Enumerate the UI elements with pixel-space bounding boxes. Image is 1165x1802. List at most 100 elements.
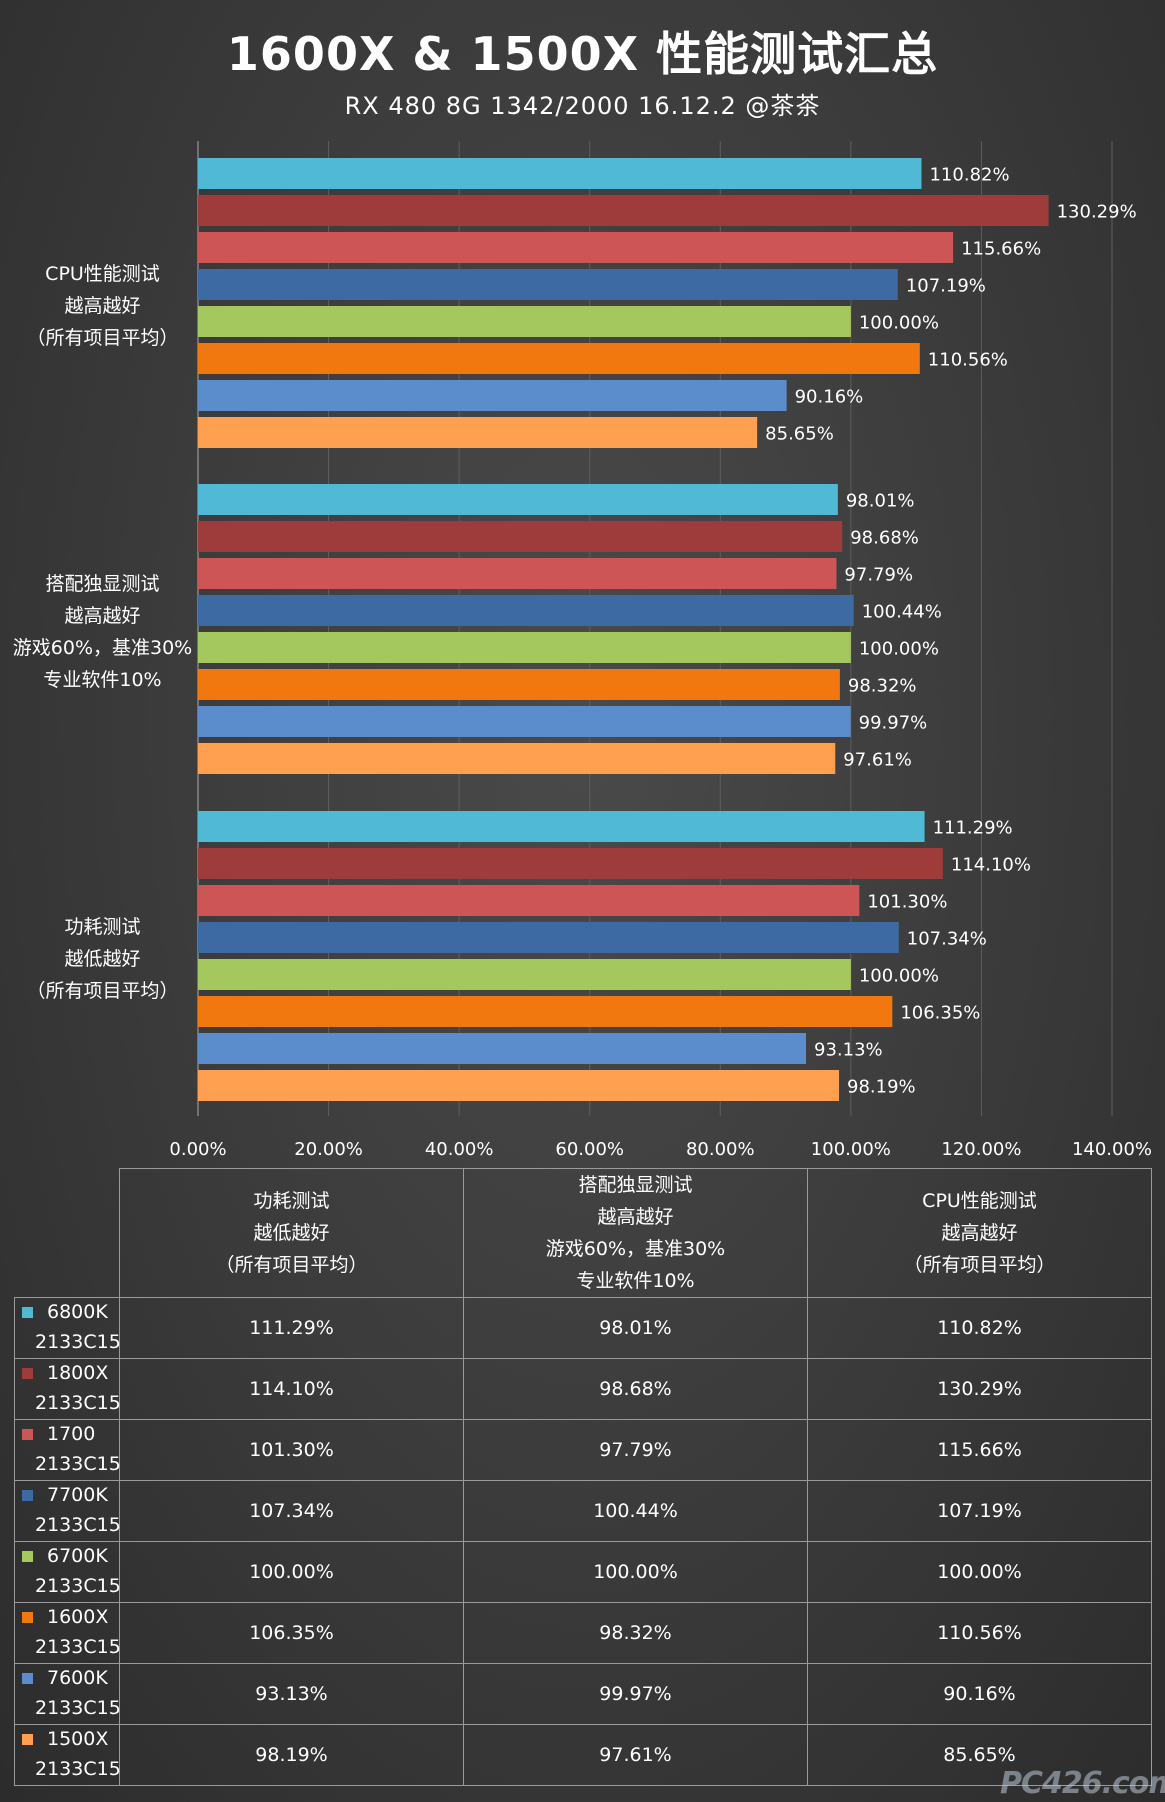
category-label-line: （所有项目平均） [26, 327, 179, 349]
bar [198, 706, 851, 737]
table-cell: 97.61% [463, 1724, 808, 1786]
bar [198, 848, 943, 879]
table-cell: 110.82% [807, 1297, 1152, 1359]
data-label: 97.61% [843, 750, 912, 771]
column-header-line: 专业软件10% [576, 1270, 695, 1292]
row-name: 6800K [47, 1301, 108, 1323]
data-label: 100.00% [859, 639, 939, 660]
data-label: 85.65% [765, 424, 834, 445]
row-name: 7700K [47, 1484, 108, 1506]
row-name: 1700 [47, 1423, 96, 1445]
table-cell: 98.01% [463, 1297, 808, 1359]
column-header-line: 游戏60%，基准30% [545, 1238, 726, 1260]
table-cell: 111.29% [119, 1297, 464, 1359]
table-cell: 100.00% [807, 1541, 1152, 1603]
data-label: 98.32% [848, 676, 917, 697]
data-label: 98.68% [850, 528, 919, 549]
data-label: 111.29% [933, 818, 1013, 839]
x-tick-label: 80.00% [686, 1139, 755, 1160]
table-cell: 110.56% [807, 1602, 1152, 1664]
row-subname: 2133C15 [35, 1453, 121, 1475]
legend-swatch [22, 1490, 33, 1501]
row-subname: 2133C15 [35, 1697, 121, 1719]
bar [198, 158, 922, 189]
row-subname: 2133C15 [35, 1575, 121, 1597]
row-subname: 2133C15 [35, 1514, 121, 1536]
legend-swatch [22, 1612, 33, 1623]
category-label-line: （所有项目平均） [26, 980, 179, 1002]
category-label-line: 专业软件10% [43, 669, 162, 691]
table-cell: 115.66% [807, 1419, 1152, 1481]
table-row: 1500X 2133C15 98.19% 97.61% 85.65% [14, 1724, 1152, 1786]
row-name: 1500X [47, 1728, 109, 1750]
data-label: 110.82% [929, 165, 1009, 186]
bar [198, 484, 838, 515]
data-label: 114.10% [951, 855, 1031, 876]
row-subname: 2133C15 [35, 1331, 121, 1353]
bar [198, 1070, 840, 1101]
table-cell: 107.34% [119, 1480, 464, 1542]
data-label: 110.56% [928, 350, 1008, 371]
table-cell: 100.44% [463, 1480, 808, 1542]
column-header: 搭配独显测试 越高越好 游戏60%，基准30% 专业软件10% [463, 1168, 808, 1298]
column-header-line: 功耗测试 [253, 1190, 330, 1212]
table-row: 1700 2133C15 101.30% 97.79% 115.66% [14, 1419, 1152, 1481]
bar [198, 558, 837, 589]
table-row: 1600X 2133C15 106.35% 98.32% 110.56% [14, 1602, 1152, 1664]
category-label-line: 越低越好 [64, 948, 141, 970]
data-label: 106.35% [900, 1003, 980, 1024]
data-label: 100.44% [862, 602, 942, 623]
chart-subtitle: RX 480 8G 1342/2000 16.12.2 @茶茶 [344, 92, 821, 120]
data-label: 90.16% [795, 387, 864, 408]
data-label: 130.29% [1057, 202, 1137, 223]
row-header: 6800K 2133C15 [14, 1297, 121, 1359]
bar [198, 195, 1049, 226]
table-body: 6800K 2133C15 111.29% 98.01% 110.82% 1800X 213… [14, 1297, 1152, 1786]
data-label: 93.13% [814, 1040, 883, 1061]
data-table: 功耗测试 越低越好 （所有项目平均） 搭配独显测试 越高越好 游戏60%，基准30% 专业软… [14, 1168, 1152, 1786]
table-row: 7600K 2133C15 93.13% 99.97% 90.16% [14, 1663, 1152, 1725]
bar [198, 743, 836, 774]
bar [198, 343, 920, 374]
table-cell: 107.19% [807, 1480, 1152, 1542]
table-row: 6700K 2133C15 100.00% 100.00% 100.00% [14, 1541, 1152, 1603]
table-cell: 130.29% [807, 1358, 1152, 1420]
row-subname: 2133C15 [35, 1392, 121, 1414]
category-label: 搭配独显测试 越高越好 游戏60%，基准30% 专业软件10% [0, 568, 205, 696]
row-name: 7600K [47, 1667, 108, 1689]
column-header-line: 越高越好 [941, 1222, 1018, 1244]
category-label-line: 功耗测试 [64, 916, 141, 938]
bar [198, 959, 851, 990]
table-corner [14, 1168, 120, 1298]
data-label: 101.30% [867, 892, 947, 913]
data-label: 100.00% [859, 313, 939, 334]
watermark: PC426.com [1000, 1766, 1165, 1801]
table-row: 1800X 2133C15 114.10% 98.68% 130.29% [14, 1358, 1152, 1420]
row-header: 7700K 2133C15 [14, 1480, 121, 1542]
table-cell: 100.00% [119, 1541, 464, 1603]
table-cell: 100.00% [463, 1541, 808, 1603]
row-header: 1700 2133C15 [14, 1419, 121, 1481]
bar-chart: 0.00% 20.00% 40.00% 60.00% 80.00% 100.00% 120.… [169, 141, 1152, 1160]
row-subname: 2133C15 [35, 1636, 121, 1658]
x-tick-label: 100.00% [811, 1139, 891, 1160]
bar [198, 269, 898, 300]
bar [198, 595, 854, 626]
x-tick-label: 0.00% [169, 1139, 226, 1160]
bar [198, 417, 758, 448]
legend-swatch [22, 1551, 33, 1562]
bar [198, 521, 843, 552]
column-header-line: （所有项目平均） [215, 1254, 368, 1276]
table-cell: 90.16% [807, 1663, 1152, 1725]
data-label: 107.34% [907, 929, 987, 950]
row-header: 6700K 2133C15 [14, 1541, 121, 1603]
data-label: 97.79% [844, 565, 913, 586]
bar [198, 232, 954, 263]
table-cell: 98.19% [119, 1724, 464, 1786]
table-cell: 98.68% [463, 1358, 808, 1420]
x-tick-label: 140.00% [1072, 1139, 1152, 1160]
bar [198, 996, 893, 1027]
bar [198, 669, 840, 700]
bar [198, 380, 787, 411]
legend-swatch [22, 1368, 33, 1379]
